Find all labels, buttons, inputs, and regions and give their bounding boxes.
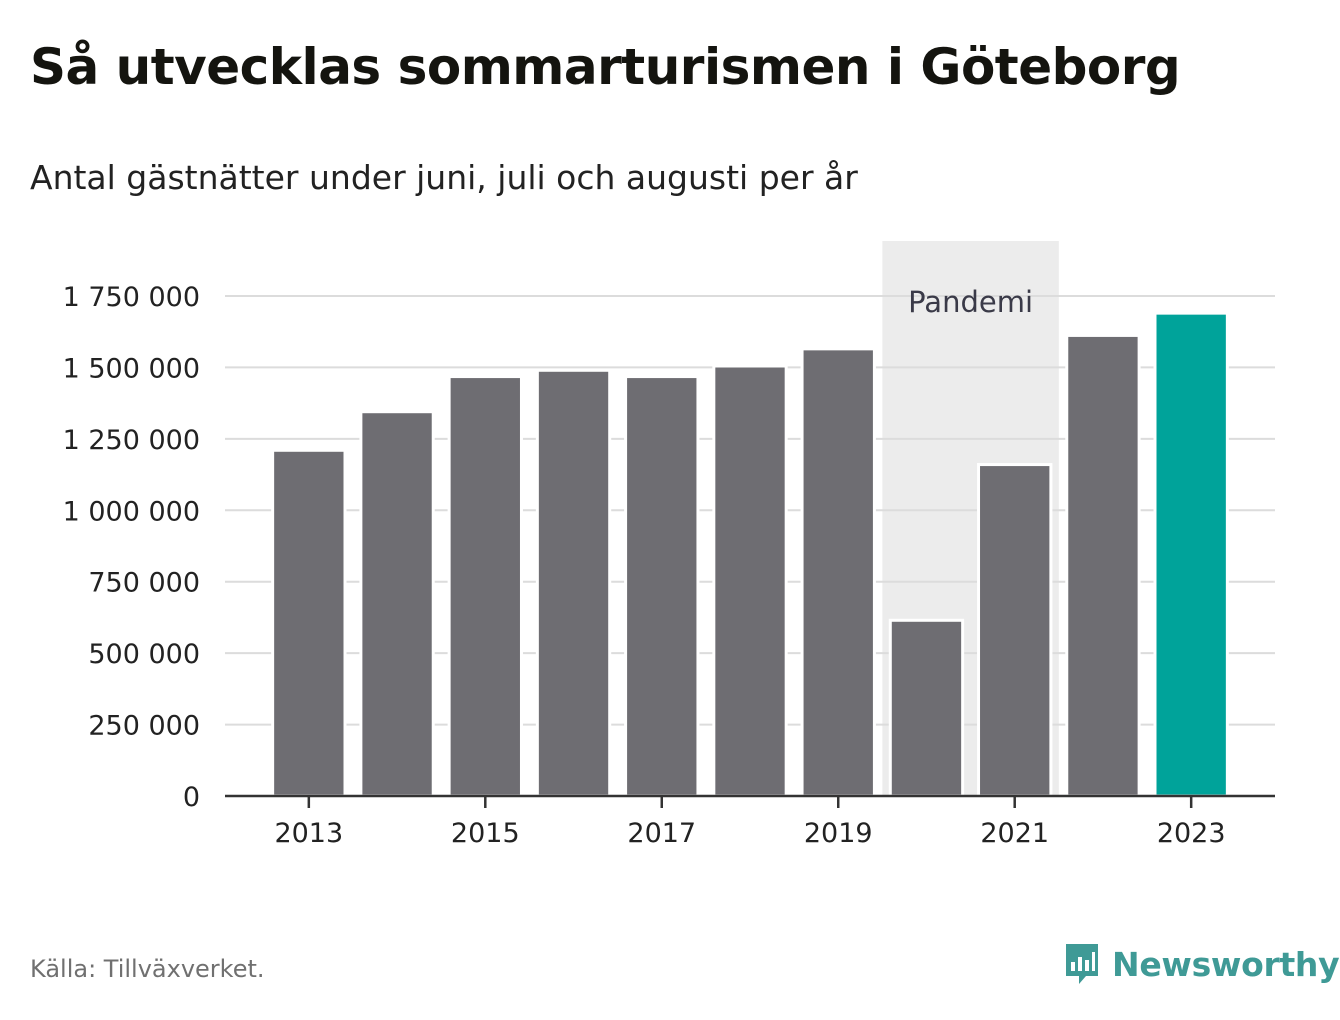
x-tick-label: 2015 [451,818,520,849]
y-tick-label: 1 250 000 [63,425,200,456]
bar-2017[interactable] [624,375,700,798]
y-tick-label: 1 750 000 [63,282,200,313]
bar-2013[interactable] [271,448,347,798]
bar-2021[interactable] [977,463,1053,798]
bar-2022[interactable] [1065,333,1141,798]
y-tick-label: 0 [183,782,200,813]
x-tick-label: 2023 [1157,818,1226,849]
newsworthy-logo-icon [1066,944,1098,984]
y-tick-label: 750 000 [88,568,200,599]
chart-subtitle: Antal gästnätter under juni, juli och au… [30,158,858,197]
chart-title: Så utvecklas sommarturismen i Göteborg [30,38,1181,96]
x-tick-label: 2013 [274,818,343,849]
bar-2015[interactable] [447,375,523,798]
bar-2018[interactable] [712,364,788,798]
bar-2014[interactable] [359,410,435,798]
pandemic-label: Pandemi [908,285,1033,319]
y-tick-label: 1 500 000 [63,353,200,384]
bar-chart: Pandemi 0 250 000 500 000 750 000 1 000 000 1 … [63,241,1275,849]
y-tick-label: 1 000 000 [63,496,200,527]
y-tick-label: 250 000 [88,711,200,742]
source-note: Källa: Tillväxverket. [30,955,265,983]
bar-2023[interactable] [1153,311,1229,798]
x-tick-label: 2017 [627,818,696,849]
brand-name: Newsworthy [1112,944,1340,984]
y-tick-label: 500 000 [88,639,200,670]
newsworthy-logo[interactable]: Newsworthy [1062,940,1340,988]
bar-2019[interactable] [800,347,876,798]
x-tick-label: 2021 [980,818,1049,849]
bar-2016[interactable] [535,368,612,798]
bar-2020[interactable] [888,618,965,798]
x-tick-label: 2019 [804,818,873,849]
